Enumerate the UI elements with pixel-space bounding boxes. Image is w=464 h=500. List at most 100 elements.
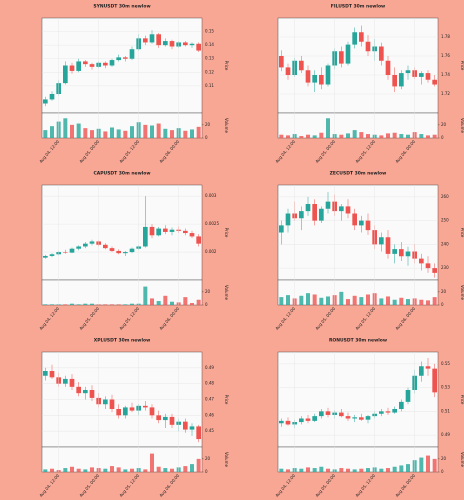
- volume-bar: [326, 468, 330, 472]
- candle-body: [156, 415, 161, 421]
- y-tick-label: 240: [441, 241, 449, 246]
- candle-body: [123, 407, 128, 416]
- candle-body: [399, 401, 404, 409]
- y-tick-label: 0.14: [205, 42, 214, 47]
- candle-body: [379, 46, 384, 61]
- candle-body: [183, 42, 188, 46]
- candle-body: [69, 378, 75, 387]
- y-tick-label: 0.15: [205, 29, 214, 34]
- volume-bar: [386, 468, 390, 472]
- volume-bar: [76, 468, 81, 472]
- volume-bar: [43, 130, 48, 138]
- volume-bar: [339, 134, 344, 138]
- volume-bar: [143, 469, 148, 472]
- volume-bar: [103, 304, 108, 305]
- volume-bar: [143, 286, 148, 305]
- chart-title: RONUSDT 30m newlow: [329, 338, 387, 344]
- candle-body: [129, 49, 135, 59]
- candle-body: [129, 248, 135, 253]
- candle-body: [432, 268, 437, 273]
- candle-body: [69, 248, 75, 253]
- candle-body: [419, 73, 424, 77]
- candle-body: [319, 411, 324, 417]
- candle-body: [116, 57, 121, 61]
- volume-tick-label: 0: [441, 469, 444, 474]
- candle-body: [89, 64, 95, 67]
- y-tick-label: 1.76: [441, 53, 450, 58]
- candle-body: [163, 416, 168, 421]
- candle-body: [285, 213, 291, 226]
- candle-body: [109, 399, 115, 409]
- chart-title: SYNUSDT 30m newlow: [93, 4, 150, 10]
- candle-body: [63, 252, 68, 253]
- volume-bar: [110, 304, 114, 305]
- volume-tick-label: 20: [205, 456, 211, 461]
- volume-bar: [103, 468, 108, 472]
- volume-bar: [70, 303, 74, 305]
- candle-body: [143, 405, 148, 408]
- volume-bar: [379, 298, 384, 305]
- candle-body: [319, 208, 324, 221]
- candle-body: [299, 211, 304, 219]
- candle-body: [149, 226, 155, 236]
- candle-body: [189, 426, 195, 430]
- candle-body: [319, 75, 324, 85]
- candle-body: [392, 409, 397, 413]
- candle-body: [279, 420, 284, 424]
- candle-body: [399, 73, 404, 87]
- y-tick-label: 0.45: [205, 428, 214, 433]
- candle-body: [425, 263, 431, 269]
- volume-bar: [90, 467, 94, 472]
- candle-body: [299, 418, 304, 423]
- volume-bar: [359, 297, 364, 305]
- candle-body: [285, 67, 291, 75]
- y-tick-label: 0.48: [205, 381, 214, 386]
- volume-bar: [183, 297, 188, 305]
- volume-bar: [170, 468, 174, 472]
- candle-body: [183, 230, 188, 234]
- volume-panel: [41, 446, 203, 473]
- volume-bar: [63, 118, 68, 138]
- volume-bar: [346, 468, 350, 472]
- y-axis-label: Price: [224, 61, 229, 71]
- candle-body: [425, 73, 431, 80]
- price-panel: [41, 17, 203, 114]
- candle-body: [189, 233, 195, 237]
- candle-body: [196, 236, 201, 244]
- candle-body: [385, 237, 391, 254]
- candle-body: [143, 38, 148, 43]
- candle-body: [76, 61, 81, 71]
- candle-body: [43, 99, 48, 104]
- volume-bar: [406, 464, 410, 472]
- candle-body: [312, 204, 317, 221]
- volume-bar: [130, 303, 134, 305]
- volume-bar: [116, 129, 121, 138]
- volume-bar: [312, 294, 317, 305]
- volume-panel: [277, 446, 439, 473]
- y-tick-label: 0.003: [205, 193, 217, 198]
- volume-bar: [419, 134, 424, 138]
- candle-body: [359, 417, 364, 420]
- candle-body: [359, 220, 364, 226]
- volume-bar: [170, 301, 174, 305]
- candle-body: [432, 368, 437, 393]
- candle-body: [123, 57, 128, 59]
- y-tick-label: 0.53: [441, 385, 450, 390]
- y-tick-label: 1.78: [441, 34, 450, 39]
- candle-body: [63, 65, 68, 84]
- volume-bar: [279, 297, 284, 305]
- candle-body: [149, 34, 155, 43]
- candle-body: [49, 371, 55, 378]
- price-panel: [277, 351, 439, 448]
- candle-body: [169, 416, 175, 425]
- volume-bar: [432, 134, 437, 138]
- candle-body: [419, 258, 424, 264]
- volume-bar: [312, 135, 317, 138]
- volume-bar: [306, 293, 310, 305]
- candle-body: [325, 411, 331, 415]
- volume-tick-label: 20: [441, 122, 447, 127]
- volume-bar: [123, 130, 128, 138]
- volume-bar: [366, 468, 370, 472]
